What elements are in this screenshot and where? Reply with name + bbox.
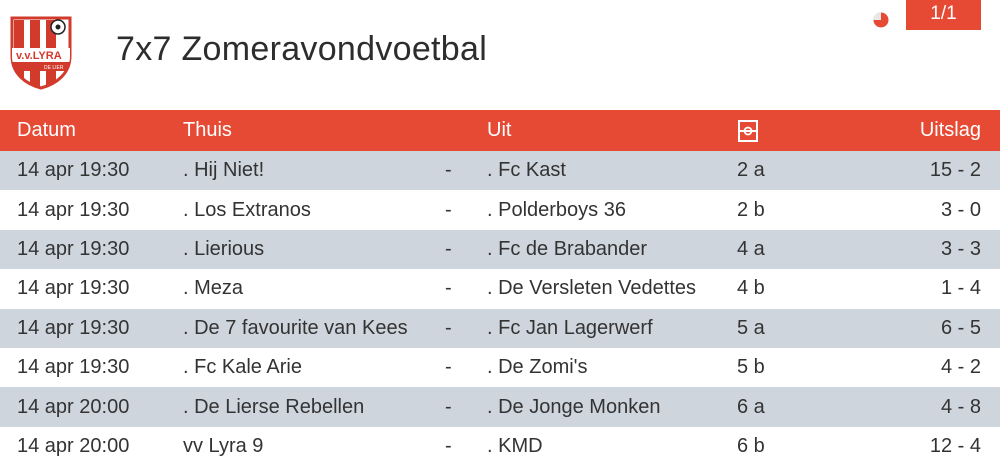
- cell-datum: 14 apr 19:30: [0, 229, 183, 270]
- cell-datum: 14 apr 19:30: [0, 151, 183, 191]
- cell-uitslag: 6 - 5: [887, 308, 1000, 348]
- col-header-sep: [445, 110, 487, 151]
- cell-veld: 6 a: [737, 387, 887, 427]
- cell-uitslag: 4 - 8: [887, 387, 1000, 427]
- cell-thuis: . Fc Kale Arie: [183, 347, 445, 388]
- col-header-thuis: Thuis: [183, 110, 445, 151]
- schedule-table: Datum Thuis Uit Uitslag 14 apr 19:30. Hi…: [0, 110, 1000, 466]
- table-row: 14 apr 19:30. Hij Niet! -. Fc Kast 2 a 15 -…: [0, 151, 1000, 191]
- cell-thuis: . Meza: [183, 269, 445, 309]
- cell-thuis: . Hij Niet!: [183, 151, 445, 191]
- cell-veld: 4 b: [737, 269, 887, 309]
- cell-separator: -: [445, 269, 487, 309]
- table-row: 14 apr 19:30. Meza -. De Versleten Vedett…: [0, 269, 1000, 309]
- table-row: 14 apr 19:30. Fc Kale Arie -. De Zomi's 5 …: [0, 347, 1000, 388]
- cell-thuis: . Los Extranos: [183, 190, 445, 230]
- col-header-uit: Uit: [487, 110, 737, 151]
- cell-uit: . Fc Jan Lagerwerf: [487, 308, 737, 348]
- cell-separator: -: [445, 426, 487, 466]
- cell-thuis: . Lierious: [183, 229, 445, 270]
- cell-veld: 5 a: [737, 308, 887, 348]
- table-row: 14 apr 19:30. Lierious -. Fc de Brabander…: [0, 229, 1000, 270]
- cell-thuis: . De 7 favourite van Kees: [183, 308, 445, 348]
- svg-text:v.v.LYRA: v.v.LYRA: [16, 50, 62, 62]
- cell-veld: 2 b: [737, 190, 887, 230]
- cell-uit: . Fc Kast: [487, 151, 737, 191]
- col-header-uitslag: Uitslag: [887, 110, 1000, 151]
- col-header-veld: [737, 110, 887, 151]
- svg-text:DE LIER: DE LIER: [44, 65, 64, 71]
- cell-uit: . De Zomi's: [487, 347, 737, 388]
- cell-datum: 14 apr 19:30: [0, 269, 183, 309]
- cell-uit: . De Jonge Monken: [487, 387, 737, 427]
- cell-datum: 14 apr 19:30: [0, 190, 183, 230]
- cell-thuis: . De Lierse Rebellen: [183, 387, 445, 427]
- cell-datum: 14 apr 20:00: [0, 426, 183, 466]
- cell-veld: 2 a: [737, 151, 887, 191]
- field-icon: [738, 119, 758, 142]
- table-header-row: Datum Thuis Uit Uitslag: [0, 110, 1000, 151]
- cell-separator: -: [445, 190, 487, 230]
- cell-veld: 4 a: [737, 229, 887, 270]
- cell-datum: 14 apr 19:30: [0, 347, 183, 388]
- table-row: 14 apr 19:30. Los Extranos -. Polderboys …: [0, 190, 1000, 230]
- cell-separator: -: [445, 229, 487, 270]
- table-row: 14 apr 19:30. De 7 favourite van Kees -. …: [0, 308, 1000, 348]
- cell-uit: . Fc de Brabander: [487, 229, 737, 270]
- cell-uit: . KMD: [487, 426, 737, 466]
- cell-uitslag: 15 - 2: [887, 151, 1000, 191]
- cell-uitslag: 1 - 4: [887, 269, 1000, 309]
- col-header-datum: Datum: [0, 110, 183, 151]
- cell-uitslag: 3 - 3: [887, 229, 1000, 270]
- progress-pie-icon: [873, 12, 889, 28]
- cell-separator: -: [445, 308, 487, 348]
- cell-datum: 14 apr 20:00: [0, 387, 183, 427]
- cell-datum: 14 apr 19:30: [0, 308, 183, 348]
- cell-uitslag: 4 - 2: [887, 347, 1000, 388]
- table-row: 14 apr 20:00 vv Lyra 9-. KMD 6 b 12 - 4: [0, 426, 1000, 466]
- cell-thuis: vv Lyra 9: [183, 426, 445, 466]
- cell-veld: 5 b: [737, 347, 887, 388]
- cell-separator: -: [445, 347, 487, 388]
- cell-separator: -: [445, 387, 487, 427]
- cell-separator: -: [445, 151, 487, 191]
- table-row: 14 apr 20:00. De Lierse Rebellen -. De Jo…: [0, 387, 1000, 427]
- cell-uit: . Polderboys 36: [487, 190, 737, 230]
- cell-uitslag: 12 - 4: [887, 426, 1000, 466]
- cell-uit: . De Versleten Vedettes: [487, 269, 737, 309]
- page-title: 7x7 Zomeravondvoetbal: [116, 30, 488, 68]
- cell-uitslag: 3 - 0: [887, 190, 1000, 230]
- club-logo: v.v.LYRA DE LIER: [10, 16, 72, 90]
- cell-veld: 6 b: [737, 426, 887, 466]
- page-indicator: 1/1: [906, 0, 981, 30]
